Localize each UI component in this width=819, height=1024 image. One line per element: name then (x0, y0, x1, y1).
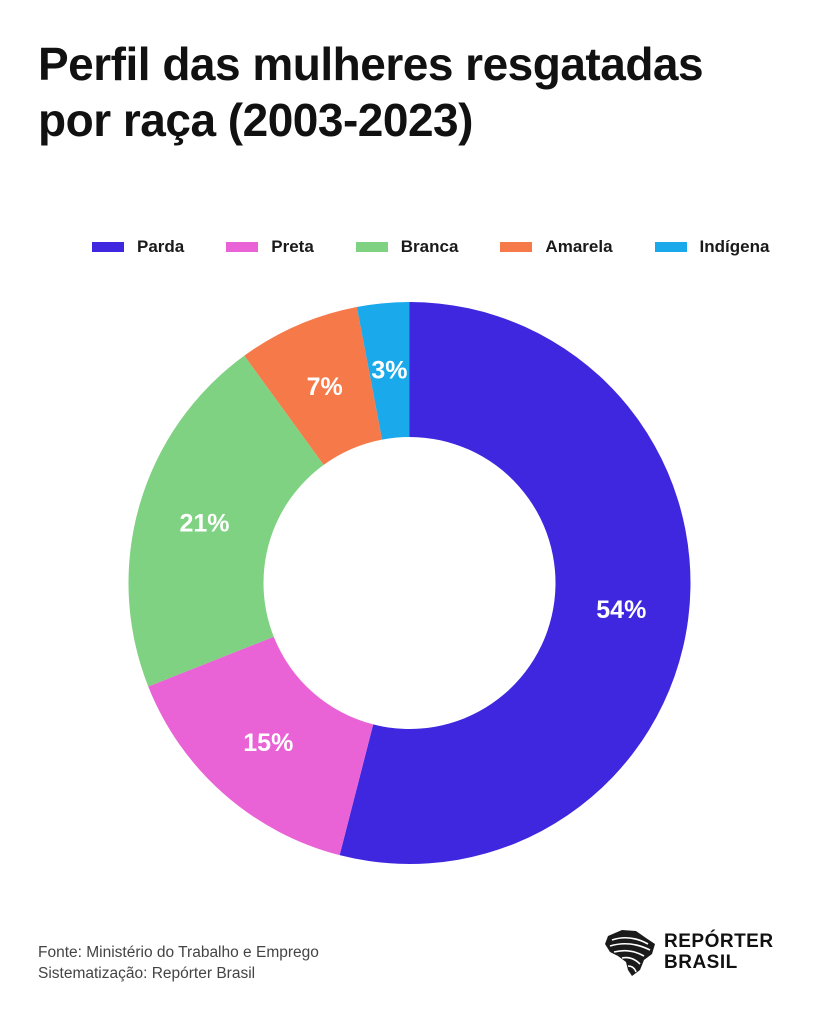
systematization-text: Sistematização: Repórter Brasil (38, 965, 256, 982)
slice-indígena (356, 302, 410, 440)
slice-label-branca: 21% (179, 509, 229, 537)
reporter-brasil-logo: REPÓRTER BRASIL (602, 926, 774, 978)
slice-amarela (244, 306, 383, 465)
logo-text-line-1: REPÓRTER (664, 931, 774, 952)
legend-label: Branca (400, 237, 459, 256)
chart-title-line-1: Perfil das mulheres resgatadas (38, 38, 704, 90)
brazil-map-icon (605, 930, 655, 976)
legend-swatch (500, 242, 533, 252)
source-note: Fonte: Ministério do Trabalho e Emprego … (38, 942, 319, 984)
legend-label: Parda (137, 237, 185, 256)
slice-parda (339, 302, 691, 864)
chart-legend: Parda Preta Branca Amarela Indígena (92, 235, 769, 259)
slice-label-preta: 15% (243, 729, 293, 757)
logo-text-line-2: BRASIL (664, 952, 738, 973)
legend-swatch (92, 242, 124, 252)
legend-swatch (226, 242, 259, 252)
legend-item-parda: Parda (92, 237, 184, 257)
legend-item-indígena: Indígena (654, 237, 770, 257)
legend-item-amarela: Amarela (500, 237, 613, 257)
slice-label-parda: 54% (596, 596, 646, 624)
slice-preta (148, 636, 374, 856)
legend-label: Indígena (699, 237, 770, 256)
legend-swatch (355, 242, 388, 252)
slice-label-indígena: 3% (371, 356, 407, 384)
legend-label: Preta (271, 237, 314, 256)
legend-swatch (654, 242, 687, 252)
legend-label: Amarela (545, 237, 613, 256)
slice-label-amarela: 7% (307, 373, 343, 401)
legend-item-branca: Branca (355, 237, 459, 257)
slice-branca (128, 355, 324, 687)
legend-item-preta: Preta (226, 237, 314, 257)
source-text: Fonte: Ministério do Trabalho e Emprego (38, 944, 319, 961)
chart-title-line-2: por raça (2003-2023) (38, 94, 473, 146)
chart-title: Perfil das mulheres resgatadas por raça … (38, 36, 798, 148)
